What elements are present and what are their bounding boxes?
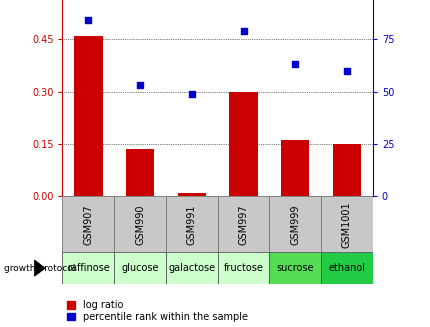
Bar	[74, 36, 102, 196]
Bar	[229, 92, 257, 196]
Text: GSM991: GSM991	[186, 205, 197, 245]
Text: fructose: fructose	[223, 263, 263, 273]
Text: sucrose: sucrose	[276, 263, 313, 273]
Bar	[217, 196, 269, 252]
Text: galactose: galactose	[168, 263, 215, 273]
Bar	[177, 193, 206, 196]
Point	[343, 68, 350, 73]
Text: growth protocol: growth protocol	[4, 264, 76, 273]
Bar	[126, 149, 154, 196]
Text: GSM990: GSM990	[135, 205, 145, 245]
Text: GSM999: GSM999	[289, 205, 300, 245]
Text: glucose: glucose	[121, 263, 159, 273]
Bar	[217, 252, 269, 284]
Bar	[114, 196, 166, 252]
Bar	[114, 252, 166, 284]
Point	[240, 28, 246, 33]
Bar	[332, 144, 360, 196]
Bar	[280, 140, 309, 196]
Bar	[62, 196, 114, 252]
Bar	[320, 252, 372, 284]
Text: raffinose: raffinose	[67, 263, 110, 273]
Point	[85, 18, 92, 23]
Point	[291, 62, 298, 67]
Text: GSM907: GSM907	[83, 205, 93, 246]
Text: GSM1001: GSM1001	[341, 202, 351, 249]
Bar	[269, 196, 320, 252]
Bar	[62, 252, 114, 284]
Legend: log ratio, percentile rank within the sample: log ratio, percentile rank within the sa…	[67, 300, 247, 322]
Bar	[269, 252, 320, 284]
Bar	[320, 196, 372, 252]
Point	[188, 91, 195, 96]
Point	[136, 83, 143, 88]
Bar	[166, 196, 217, 252]
Text: GSM997: GSM997	[238, 205, 248, 246]
Bar	[166, 252, 217, 284]
Text: ethanol: ethanol	[328, 263, 365, 273]
